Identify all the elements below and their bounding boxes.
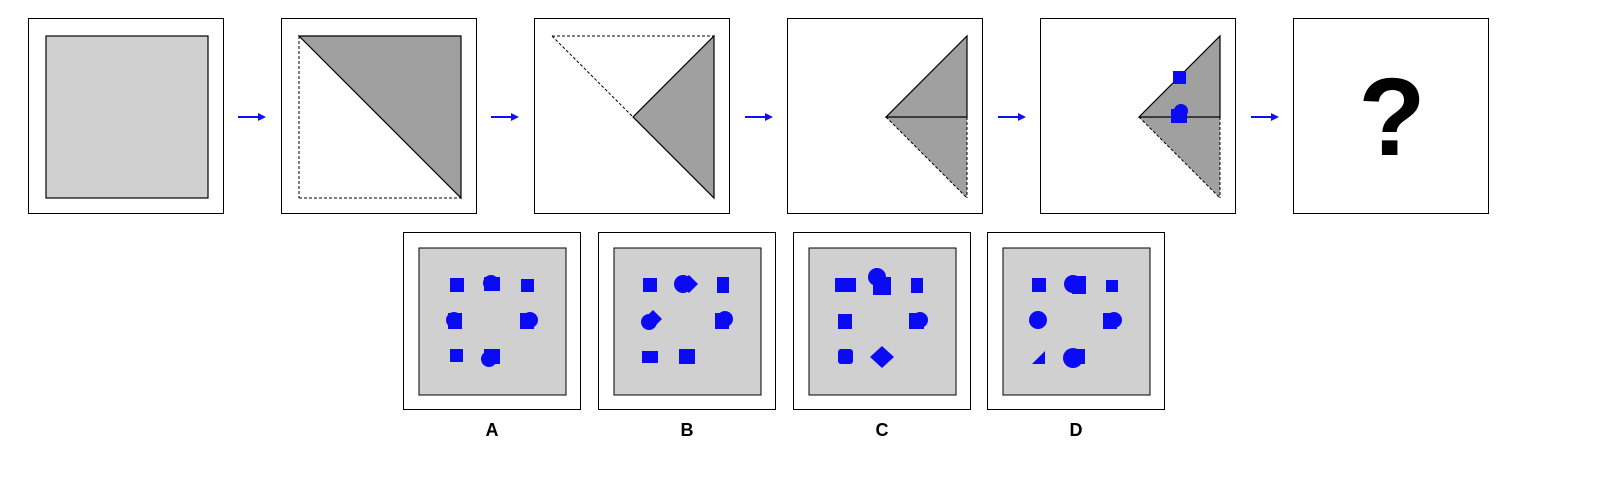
step-3-panel [534, 18, 730, 214]
arrow-right-icon [998, 113, 1026, 121]
triangle-hole [1032, 351, 1045, 364]
square-hole [909, 313, 924, 329]
square-hole [1032, 278, 1046, 292]
paper-square [418, 247, 567, 396]
square-hole [484, 349, 500, 364]
dashed-edge [1138, 116, 1221, 199]
upper-triangle [884, 34, 968, 118]
square-hole [838, 314, 852, 329]
option-d-figure [1002, 247, 1151, 396]
option-a-label[interactable]: A [485, 420, 499, 440]
square-hole [450, 278, 464, 292]
folded-triangle [632, 34, 715, 200]
arrow-right-icon [745, 113, 773, 121]
question-panel: ? [1293, 18, 1489, 214]
option-c-figure [808, 247, 957, 396]
dashed-edge [551, 35, 634, 118]
option-d-card[interactable] [987, 232, 1165, 410]
folded-triangle [297, 35, 462, 200]
square-hole [717, 277, 729, 293]
question-mark: ? [1358, 55, 1426, 179]
circle-hole [1029, 311, 1047, 329]
arrow-right-icon [1251, 113, 1279, 121]
step-5-panel [1040, 18, 1236, 214]
third-fold-figure [884, 34, 968, 199]
square-hole [643, 278, 657, 292]
square-hole [1103, 313, 1117, 329]
option-d-label[interactable]: D [1069, 420, 1083, 440]
square-hole [642, 351, 658, 363]
dashed-edge [885, 116, 968, 199]
option-b-figure [613, 247, 762, 396]
option-a-figure [418, 247, 567, 396]
option-a-card[interactable] [403, 232, 581, 410]
square-hole [448, 313, 462, 329]
punched-figure [1137, 34, 1221, 199]
square-hole [715, 313, 729, 329]
square-hole [1072, 276, 1086, 294]
square-hole [873, 277, 891, 295]
square-hole [911, 278, 923, 293]
square-hole [1074, 349, 1085, 364]
paper-square [613, 247, 762, 396]
square-hole [1173, 71, 1186, 84]
diamond-hole [644, 310, 662, 328]
square-hole [521, 279, 534, 292]
diamond-hole [680, 275, 698, 293]
square-hole [838, 349, 853, 364]
square-paper-figure [45, 35, 209, 199]
second-fold-figure [551, 34, 715, 200]
square-hole [835, 278, 856, 292]
square-hole [679, 349, 695, 364]
square-hole [484, 277, 500, 291]
square-hole [450, 349, 463, 362]
diamond-hole [870, 346, 894, 368]
paper-square [45, 35, 209, 199]
square-hole [1106, 280, 1118, 292]
option-b-label[interactable]: B [680, 420, 694, 440]
option-c-card[interactable] [793, 232, 971, 410]
step-2-panel [281, 18, 477, 214]
paper-square [1002, 247, 1151, 396]
option-b-card[interactable] [598, 232, 776, 410]
arrow-right-icon [491, 113, 519, 121]
step-1-panel [28, 18, 224, 214]
option-c-label[interactable]: C [875, 420, 889, 440]
arrow-right-icon [238, 113, 266, 121]
step-4-panel [787, 18, 983, 214]
square-hole [520, 313, 534, 329]
square-hole [1171, 109, 1187, 123]
diagonal-fold-figure [297, 35, 462, 200]
